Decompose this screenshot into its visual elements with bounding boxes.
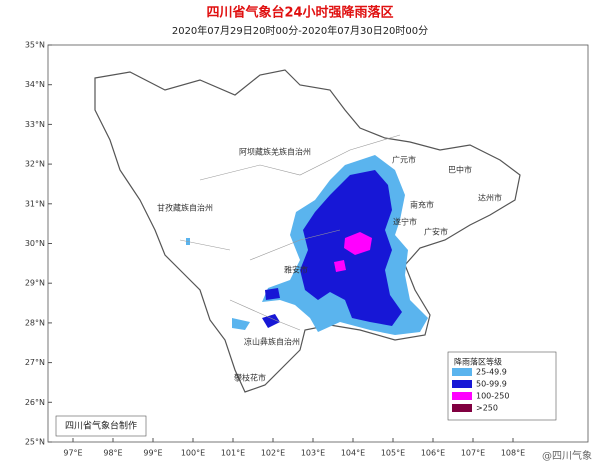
lat-label: 30°N [25,239,45,248]
rain-area [262,314,280,328]
place-label: 巴中市 [448,165,472,175]
legend-label: 25-49.9 [476,368,507,377]
lat-label: 27°N [25,358,45,367]
place-label: 阿坝藏族羌族自治州 [239,147,311,157]
lat-label: 34°N [25,80,45,89]
lon-label: 107°E [461,449,485,458]
place-label: 达州市 [478,193,502,203]
lon-label: 98°E [103,449,122,458]
place-label: 雅安市 [284,265,308,275]
lon-label: 99°E [143,449,162,458]
title: 四川省气象台24小时强降雨落区 [206,5,393,21]
lon-label: 103°E [301,449,325,458]
place-label: 广安市 [424,227,448,237]
place-label: 甘孜藏族自治州 [157,203,213,213]
legend-swatch [452,404,472,412]
rain-area [232,318,250,330]
place-label: 广元市 [392,155,416,165]
lon-label: 105°E [381,449,405,458]
lat-label: 33°N [25,120,45,129]
lon-label: 101°E [221,449,245,458]
rain-area [265,288,280,300]
lat-label: 31°N [25,199,45,208]
lon-label: 102°E [261,449,285,458]
place-label: 南充市 [410,200,434,210]
lon-label: 100°E [181,449,205,458]
lon-label: 104°E [341,449,365,458]
subtitle: 2020年07月29日20时00分-2020年07月30日20时00分 [172,24,428,37]
legend-label: 100-250 [476,392,509,401]
place-label: 攀枝花市 [234,373,266,383]
legend-swatch [452,368,472,376]
rain-area [344,232,372,255]
lat-label: 26°N [25,398,45,407]
legend-swatch [452,380,472,388]
lat-label: 28°N [25,318,45,327]
lon-label: 106°E [421,449,445,458]
lon-label: 108°E [501,449,525,458]
place-label: 遂宁市 [393,217,417,227]
legend-label: >250 [476,404,498,413]
place-label: 凉山彝族自治州 [244,337,300,347]
legend-title: 降雨落区等级 [454,357,502,367]
lat-label: 25°N [25,438,45,447]
watermark: @四川气象 [542,449,592,462]
city-boundaries [179,134,401,331]
lat-label: 29°N [25,279,45,288]
rain-areas [186,155,428,335]
legend-swatch [452,392,472,400]
lat-label: 32°N [25,160,45,169]
legend-label: 50-99.9 [476,380,507,389]
footer: 四川省气象台制作 [65,420,137,432]
footer-box [55,415,147,437]
lon-label: 97°E [63,449,82,458]
lat-label: 35°N [25,41,45,50]
rain-area [334,260,346,272]
